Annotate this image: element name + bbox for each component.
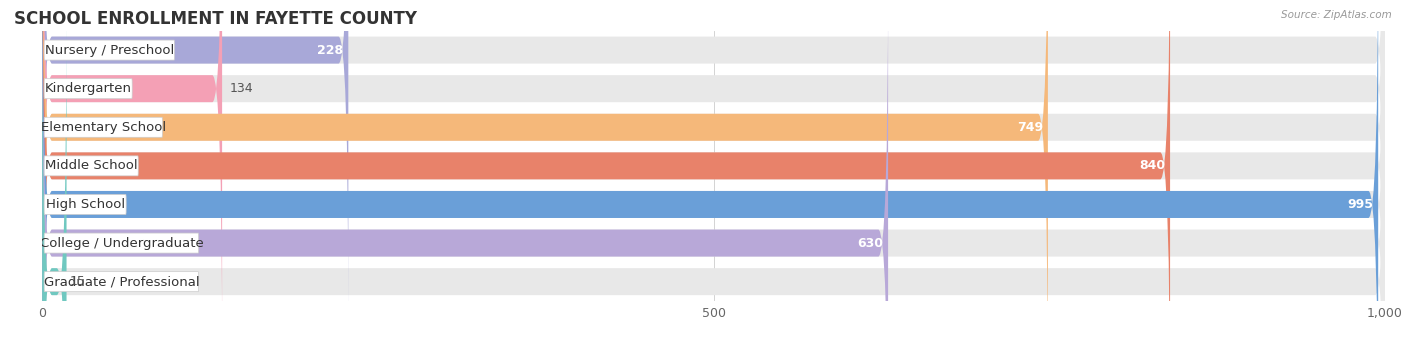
Text: 15: 15 [70, 275, 86, 288]
FancyBboxPatch shape [42, 0, 1170, 342]
FancyBboxPatch shape [44, 272, 198, 292]
FancyBboxPatch shape [42, 0, 1047, 342]
FancyBboxPatch shape [44, 156, 138, 176]
FancyBboxPatch shape [44, 233, 198, 253]
FancyBboxPatch shape [44, 195, 127, 214]
FancyBboxPatch shape [42, 0, 889, 342]
Text: 228: 228 [318, 43, 343, 56]
FancyBboxPatch shape [42, 15, 1385, 342]
Text: High School: High School [45, 198, 125, 211]
FancyBboxPatch shape [42, 0, 1385, 342]
Text: 840: 840 [1139, 159, 1166, 172]
FancyBboxPatch shape [42, 0, 1385, 342]
FancyBboxPatch shape [42, 0, 222, 342]
Text: Middle School: Middle School [45, 159, 138, 172]
Text: Nursery / Preschool: Nursery / Preschool [45, 43, 174, 56]
FancyBboxPatch shape [42, 0, 1385, 342]
Text: College / Undergraduate: College / Undergraduate [39, 237, 204, 250]
Text: 630: 630 [858, 237, 883, 250]
FancyBboxPatch shape [42, 0, 1385, 342]
FancyBboxPatch shape [44, 79, 132, 99]
Text: Graduate / Professional: Graduate / Professional [44, 275, 200, 288]
Text: Kindergarten: Kindergarten [45, 82, 132, 95]
Text: Elementary School: Elementary School [41, 121, 166, 134]
FancyBboxPatch shape [42, 0, 1378, 342]
Text: 995: 995 [1347, 198, 1374, 211]
FancyBboxPatch shape [44, 40, 174, 60]
Text: SCHOOL ENROLLMENT IN FAYETTE COUNTY: SCHOOL ENROLLMENT IN FAYETTE COUNTY [14, 10, 418, 28]
Text: 134: 134 [231, 82, 253, 95]
FancyBboxPatch shape [44, 117, 163, 137]
FancyBboxPatch shape [42, 0, 349, 317]
FancyBboxPatch shape [42, 0, 1385, 342]
Text: 749: 749 [1017, 121, 1043, 134]
FancyBboxPatch shape [42, 0, 1385, 317]
FancyBboxPatch shape [42, 15, 66, 342]
Text: Source: ZipAtlas.com: Source: ZipAtlas.com [1281, 10, 1392, 20]
